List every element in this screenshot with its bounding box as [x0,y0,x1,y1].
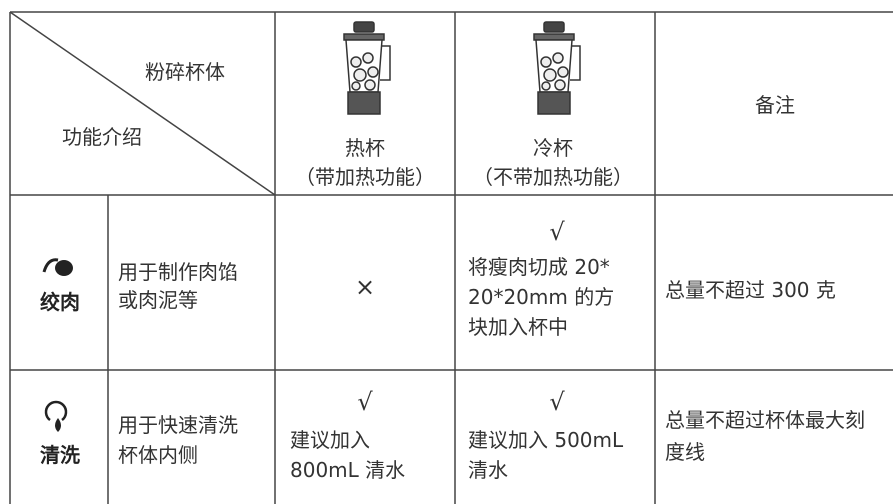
column-subtitle: （带加热功能） [295,165,435,189]
cold-cup-image [533,21,581,115]
cell-mark: √ [549,388,565,416]
row-description: 用于快速清洗 [118,413,238,437]
row-description: 或肉泥等 [118,288,198,312]
hot-cup-image [343,21,391,115]
row-description: 用于制作肉馅 [118,260,238,284]
mince-icon [42,258,73,276]
corner-bottom: 功能介绍 [62,125,142,149]
column-subtitle: （不带加热功能） [473,165,633,189]
corner-top: 粉碎杯体 [145,60,225,84]
cell-text: 建议加入 [290,428,370,452]
cell-mark: × [354,273,376,301]
cell-text: 建议加入 500mL [468,428,624,452]
row-name: 绞肉 [40,290,80,314]
cell-text: 块加入杯中 [468,315,568,339]
note: 总量不超过杯体最大刻 [665,408,865,432]
row-description: 杯体内侧 [118,443,198,467]
column-title: 备注 [755,93,795,117]
cell-text: 将瘦肉切成 20* [468,255,610,279]
cell-mark: √ [357,388,373,416]
column-title: 冷杯 [533,136,573,160]
cell-text: 20*20mm 的方 [468,285,615,309]
wash-icon [44,400,68,432]
cell-text: 800mL 清水 [290,458,406,482]
note: 度线 [665,440,705,464]
note: 总量不超过 300 克 [665,278,836,302]
column-title: 热杯 [345,136,385,160]
row-name: 清洗 [40,443,80,467]
cell-text: 清水 [468,458,508,482]
cell-mark: √ [549,218,565,246]
